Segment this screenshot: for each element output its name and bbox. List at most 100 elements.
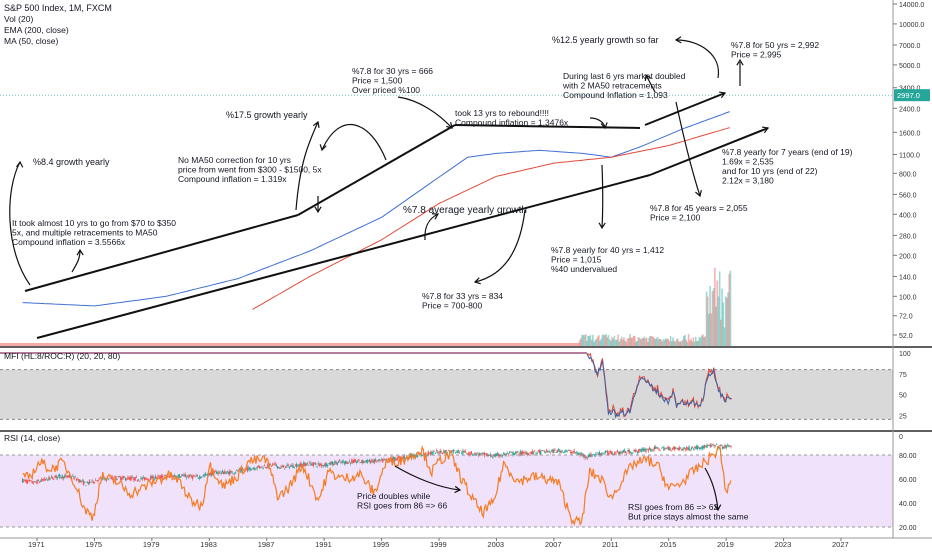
mfi-title: MFI (HL:8/ROC:R) (20, 20, 80) — [4, 351, 120, 361]
candle-body — [258, 466, 261, 468]
candle-body — [402, 457, 404, 459]
time-tick-label: 1987 — [258, 540, 275, 549]
candle-body — [579, 453, 581, 456]
arrowhead — [16, 160, 24, 168]
note-70-to-350: 5x, and multiple retracements to MA50 — [12, 228, 158, 238]
volume-bar — [700, 335, 703, 346]
volume-bar — [645, 337, 648, 346]
candle-body — [511, 452, 513, 453]
candle-body — [212, 471, 214, 475]
candle-body — [233, 473, 236, 474]
candle-body — [274, 462, 276, 465]
candle-body — [201, 476, 203, 478]
candle-body — [352, 460, 354, 464]
candle-body — [397, 457, 400, 458]
candle-body — [202, 475, 205, 476]
volume-bar — [699, 337, 702, 346]
rsi-tick-label: 20.00 — [899, 525, 917, 532]
candle-body — [455, 452, 457, 453]
candle-body — [501, 455, 504, 457]
candle-body — [216, 472, 219, 474]
candle-body — [126, 479, 128, 480]
mfi-tick-label: 25 — [899, 413, 907, 420]
candle-body — [54, 476, 56, 478]
candle-body — [528, 454, 530, 455]
candle-body — [42, 479, 44, 481]
candle-body — [214, 471, 216, 472]
candle-body — [362, 461, 365, 463]
candle-body — [554, 449, 556, 451]
candle-body — [382, 459, 384, 463]
candle-body — [612, 453, 615, 455]
candle-body — [550, 450, 553, 451]
note-no-ma50-correction: Compound inflation = 1.319x — [178, 174, 287, 184]
volume-bar — [663, 339, 666, 346]
candle-body — [396, 457, 398, 461]
candle-body — [725, 445, 727, 449]
candle-body — [153, 479, 155, 480]
candle-body — [682, 448, 684, 451]
candle-body — [590, 453, 592, 457]
candle-body — [187, 475, 189, 477]
time-tick-label: 1983 — [200, 540, 217, 549]
volume-bar — [708, 313, 710, 346]
candle-body — [379, 460, 382, 462]
candle-body — [262, 468, 264, 469]
candle-body — [270, 465, 273, 467]
candle-body — [610, 451, 612, 455]
candle-body — [135, 477, 138, 478]
volume-bar — [703, 336, 705, 346]
candle-body — [548, 451, 550, 453]
volume-bar — [715, 306, 717, 346]
candle-body — [483, 452, 486, 456]
candle-body — [432, 451, 434, 454]
candle-body — [514, 452, 517, 454]
candle-body — [652, 449, 654, 451]
candle-body — [373, 459, 376, 463]
candle-body — [199, 476, 201, 479]
candle-body — [303, 462, 305, 465]
candle-body — [444, 450, 446, 454]
candle-body — [307, 465, 310, 466]
price-tick-label: 280.0 — [899, 233, 917, 240]
candle-body — [577, 453, 579, 455]
candle-body — [72, 475, 74, 477]
candle-body — [23, 479, 25, 481]
candle-body — [400, 457, 402, 459]
candle-body — [665, 447, 668, 449]
candle-body — [179, 477, 182, 478]
candle-body — [453, 450, 456, 451]
candle-body — [181, 475, 183, 477]
candle-body — [213, 470, 215, 473]
candle-body — [260, 467, 262, 469]
candle-body — [130, 477, 133, 479]
price-tick-label: 400.0 — [899, 212, 917, 219]
candle-body — [688, 446, 690, 451]
candle-body — [200, 477, 202, 479]
candle-body — [465, 453, 468, 455]
price-tick-label: 800.0 — [899, 171, 917, 178]
volume-bar — [714, 267, 716, 346]
candle-body — [225, 472, 227, 475]
volume-bar — [592, 334, 594, 346]
candle-body — [568, 450, 571, 451]
candle-body — [697, 447, 700, 449]
volume-bar — [671, 341, 673, 346]
candle-body — [365, 460, 367, 462]
candle-body — [243, 469, 245, 471]
candle-body — [492, 456, 494, 458]
volume-bar — [608, 339, 611, 346]
candle-body — [678, 447, 681, 450]
candle-body — [675, 447, 677, 449]
note-7yrs-2535: 1.69x = 2,535 — [722, 157, 774, 167]
candle-body — [457, 449, 459, 454]
candle-body — [645, 449, 647, 452]
candle-body — [226, 471, 228, 473]
candle-body — [650, 448, 652, 451]
candle-body — [45, 477, 48, 479]
candle-body — [59, 474, 61, 478]
candle-body — [99, 477, 102, 479]
candle-body — [630, 453, 633, 455]
candle-body — [696, 446, 699, 450]
candle-body — [143, 477, 146, 480]
